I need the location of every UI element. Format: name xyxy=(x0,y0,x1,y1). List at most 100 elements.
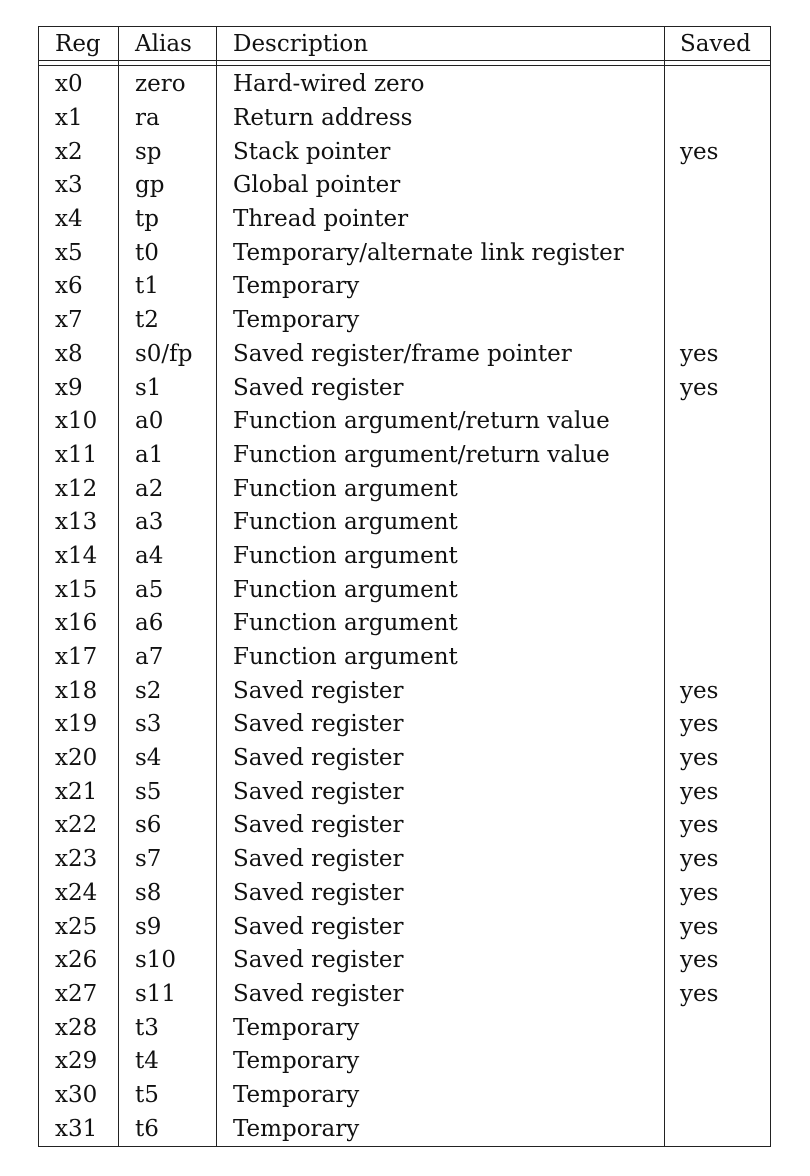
cell-description: Saved register xyxy=(216,910,665,944)
table-row: x17 a7 Function argument xyxy=(38,640,771,675)
cell-alias: t0 xyxy=(118,236,217,271)
cell-reg: x28 xyxy=(38,1011,119,1045)
table-row: x9 s1 Saved register yes xyxy=(38,371,771,405)
cell-saved: yes xyxy=(664,842,771,877)
cell-saved: yes xyxy=(664,910,771,944)
cell-alias: s1 xyxy=(118,371,217,405)
cell-alias: s0/fp xyxy=(118,337,217,372)
table-body: x0 zero Hard-wired zero x1 ra Return address x… xyxy=(38,65,771,1148)
table-row: x31 t6 Temporary xyxy=(38,1112,771,1148)
cell-description: Global pointer xyxy=(216,169,665,203)
cell-description: Temporary xyxy=(216,1112,665,1148)
cell-alias: a2 xyxy=(118,472,217,506)
cell-alias: t5 xyxy=(118,1078,217,1113)
cell-alias: s2 xyxy=(118,674,217,709)
cell-description: Temporary/alternate link register xyxy=(216,236,665,271)
cell-description: Saved register xyxy=(216,775,665,810)
cell-alias: a7 xyxy=(118,640,217,675)
cell-description: Saved register xyxy=(216,371,665,405)
cell-saved xyxy=(664,1011,771,1045)
cell-saved xyxy=(664,101,771,136)
cell-alias: s4 xyxy=(118,741,217,776)
cell-alias: t6 xyxy=(118,1112,217,1148)
cell-saved xyxy=(664,65,771,102)
table-row: x21 s5 Saved register yes xyxy=(38,775,771,810)
cell-reg: x15 xyxy=(38,573,119,607)
cell-reg: x13 xyxy=(38,505,119,540)
cell-alias: s11 xyxy=(118,977,217,1012)
cell-reg: x24 xyxy=(38,876,119,911)
cell-description: Return address xyxy=(216,101,665,136)
table-row: x1 ra Return address xyxy=(38,101,771,136)
cell-reg: x26 xyxy=(38,943,119,978)
table-row: x5 t0 Temporary/alternate link register xyxy=(38,236,771,271)
cell-reg: x8 xyxy=(38,337,119,372)
cell-alias: s6 xyxy=(118,809,217,843)
cell-saved xyxy=(664,270,771,304)
cell-alias: s10 xyxy=(118,943,217,978)
register-table-container: Reg Alias Description Saved x0 zero Hard-w… xyxy=(38,26,771,1148)
cell-alias: t2 xyxy=(118,303,217,338)
cell-description: Function argument xyxy=(216,505,665,540)
cell-reg: x31 xyxy=(38,1112,119,1148)
table-row: x16 a6 Function argument xyxy=(38,607,771,641)
cell-description: Temporary xyxy=(216,1078,665,1113)
cell-alias: s3 xyxy=(118,708,217,742)
cell-reg: x14 xyxy=(38,539,119,574)
cell-alias: t1 xyxy=(118,270,217,304)
cell-description: Saved register xyxy=(216,741,665,776)
cell-reg: x1 xyxy=(38,101,119,136)
cell-saved: yes xyxy=(664,708,771,742)
cell-reg: x0 xyxy=(38,65,119,102)
cell-saved xyxy=(664,1078,771,1113)
cell-saved xyxy=(664,472,771,506)
cell-reg: x20 xyxy=(38,741,119,776)
header-saved: Saved xyxy=(664,26,771,61)
cell-description: Saved register xyxy=(216,674,665,709)
cell-alias: gp xyxy=(118,169,217,203)
cell-description: Saved register xyxy=(216,842,665,877)
cell-reg: x19 xyxy=(38,708,119,742)
cell-saved xyxy=(664,573,771,607)
table-row: x6 t1 Temporary xyxy=(38,270,771,304)
cell-reg: x3 xyxy=(38,169,119,203)
cell-alias: zero xyxy=(118,65,217,102)
table-row: x30 t5 Temporary xyxy=(38,1078,771,1113)
cell-reg: x17 xyxy=(38,640,119,675)
table-row: x29 t4 Temporary xyxy=(38,1044,771,1079)
cell-alias: tp xyxy=(118,202,217,237)
table-row: x0 zero Hard-wired zero xyxy=(38,65,771,102)
table-row: x14 a4 Function argument xyxy=(38,539,771,574)
header-row: Reg Alias Description Saved xyxy=(38,26,771,61)
cell-alias: s9 xyxy=(118,910,217,944)
table-row: x28 t3 Temporary xyxy=(38,1011,771,1045)
cell-saved xyxy=(664,1044,771,1079)
table-row: x19 s3 Saved register yes xyxy=(38,708,771,742)
table-row: x13 a3 Function argument xyxy=(38,505,771,540)
cell-alias: a3 xyxy=(118,505,217,540)
cell-description: Function argument/return value xyxy=(216,438,665,473)
double-rule xyxy=(38,60,771,66)
cell-saved: yes xyxy=(664,741,771,776)
table-row: x27 s11 Saved register yes xyxy=(38,977,771,1012)
table-row: x24 s8 Saved register yes xyxy=(38,876,771,911)
cell-alias: a5 xyxy=(118,573,217,607)
cell-saved xyxy=(664,236,771,271)
cell-saved: yes xyxy=(664,977,771,1012)
cell-reg: x12 xyxy=(38,472,119,506)
cell-reg: x6 xyxy=(38,270,119,304)
cell-alias: a1 xyxy=(118,438,217,473)
cell-alias: s8 xyxy=(118,876,217,911)
cell-reg: x30 xyxy=(38,1078,119,1113)
table-row: x11 a1 Function argument/return value xyxy=(38,438,771,473)
cell-description: Hard-wired zero xyxy=(216,65,665,102)
cell-reg: x2 xyxy=(38,135,119,170)
table-row: x7 t2 Temporary xyxy=(38,303,771,338)
cell-description: Temporary xyxy=(216,270,665,304)
header-description: Description xyxy=(216,26,665,61)
cell-alias: s7 xyxy=(118,842,217,877)
cell-reg: x5 xyxy=(38,236,119,271)
cell-alias: s5 xyxy=(118,775,217,810)
separator-cell xyxy=(664,60,771,66)
register-table: Reg Alias Description Saved x0 zero Hard-w… xyxy=(38,26,771,1148)
